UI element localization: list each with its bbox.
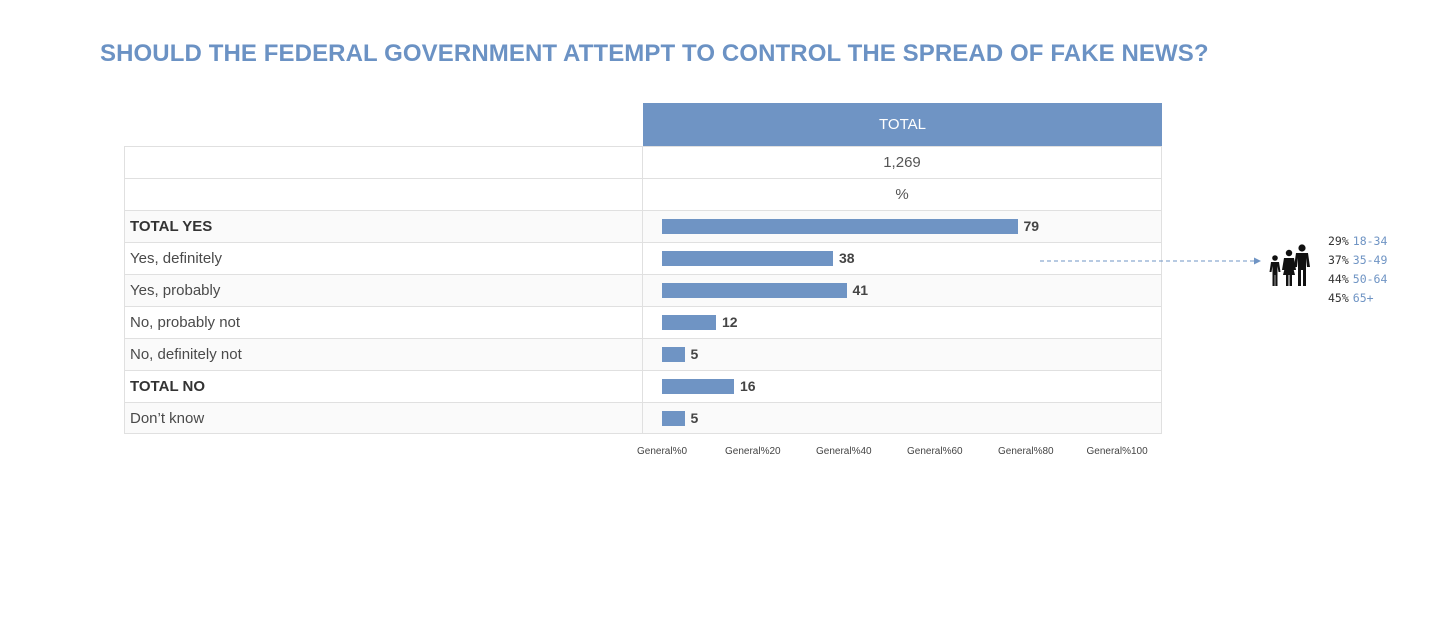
- chart-title: SHOULD THE FEDERAL GOVERNMENT ATTEMPT TO…: [100, 40, 1209, 67]
- table-row: No, definitely not 5: [124, 338, 1162, 370]
- total-column-header: TOTAL: [643, 103, 1162, 146]
- category-label: Yes, probably: [124, 275, 643, 306]
- age-percent: 44%: [1328, 272, 1349, 286]
- age-percent: 29%: [1328, 234, 1349, 248]
- age-group-label: 65+: [1352, 291, 1374, 305]
- bar: [662, 411, 685, 426]
- x-tick-label: General%40: [816, 446, 872, 457]
- bar: [662, 347, 685, 362]
- bar-value-label: 16: [740, 378, 756, 394]
- unit-label: %: [643, 179, 1162, 210]
- age-percent: 45%: [1328, 291, 1349, 305]
- category-label: No, definitely not: [124, 339, 643, 370]
- age-breakdown-item: 45% 65+: [1328, 289, 1387, 308]
- age-breakdown-item: 37% 35-49: [1328, 251, 1387, 270]
- bar-cell: [643, 211, 1162, 242]
- bar: [662, 251, 833, 266]
- bar-value-label: 38: [839, 250, 855, 266]
- base-row-label: [124, 147, 643, 178]
- x-tick-label: General%60: [907, 446, 963, 457]
- unit-row-label: [124, 179, 643, 210]
- bar-cell: [643, 403, 1162, 434]
- x-tick-label: General%0: [637, 446, 688, 457]
- base-row: 1,269: [124, 146, 1162, 178]
- category-label: No, probably not: [124, 307, 643, 338]
- bar-cell: [643, 371, 1162, 402]
- age-group-label: 35-49: [1352, 253, 1388, 267]
- table-row: Don’t know 5: [124, 402, 1162, 434]
- age-percent: 37%: [1328, 253, 1349, 267]
- family-icon: [1269, 244, 1310, 286]
- bar-cell: [643, 339, 1162, 370]
- table-row: TOTAL NO 16: [124, 370, 1162, 402]
- bar-value-label: 41: [852, 282, 869, 298]
- bar: [662, 379, 734, 394]
- age-breakdown-item: 44% 50-64: [1328, 270, 1387, 289]
- table-row: Yes, probably 41: [124, 274, 1162, 306]
- category-label: TOTAL NO: [124, 371, 643, 402]
- bar: [662, 315, 716, 330]
- bar-cell: [643, 243, 1162, 274]
- age-breakdown: 29% 18-34 37% 35-49 44% 50-64 45% 65+: [1328, 232, 1387, 308]
- bar-value-label: 5: [690, 410, 699, 426]
- bar: [662, 283, 847, 298]
- table-row: No, probably not 12: [124, 306, 1162, 338]
- base-count: 1,269: [643, 147, 1162, 178]
- bar-value-label: 12: [722, 314, 738, 330]
- x-tick-label: General%100: [1086, 446, 1148, 457]
- bar-cell: [643, 275, 1162, 306]
- category-label: Don’t know: [124, 403, 643, 434]
- x-tick-label: General%80: [998, 446, 1054, 457]
- age-group-label: 50-64: [1352, 272, 1388, 286]
- bar-value-label: 5: [690, 346, 699, 362]
- table-row: TOTAL YES 79: [124, 210, 1162, 242]
- bar-value-label: 79: [1023, 218, 1040, 234]
- bar: [662, 219, 1018, 234]
- category-label: TOTAL YES: [124, 211, 643, 242]
- age-group-label: 18-34: [1352, 234, 1388, 248]
- x-tick-label: General%20: [725, 446, 781, 457]
- unit-row: %: [124, 178, 1162, 210]
- bar-cell: [643, 307, 1162, 338]
- age-breakdown-item: 29% 18-34: [1328, 232, 1387, 251]
- dashed-arrow: [1040, 257, 1261, 265]
- category-label: Yes, definitely: [124, 243, 643, 274]
- table-row: Yes, definitely 38: [124, 242, 1162, 274]
